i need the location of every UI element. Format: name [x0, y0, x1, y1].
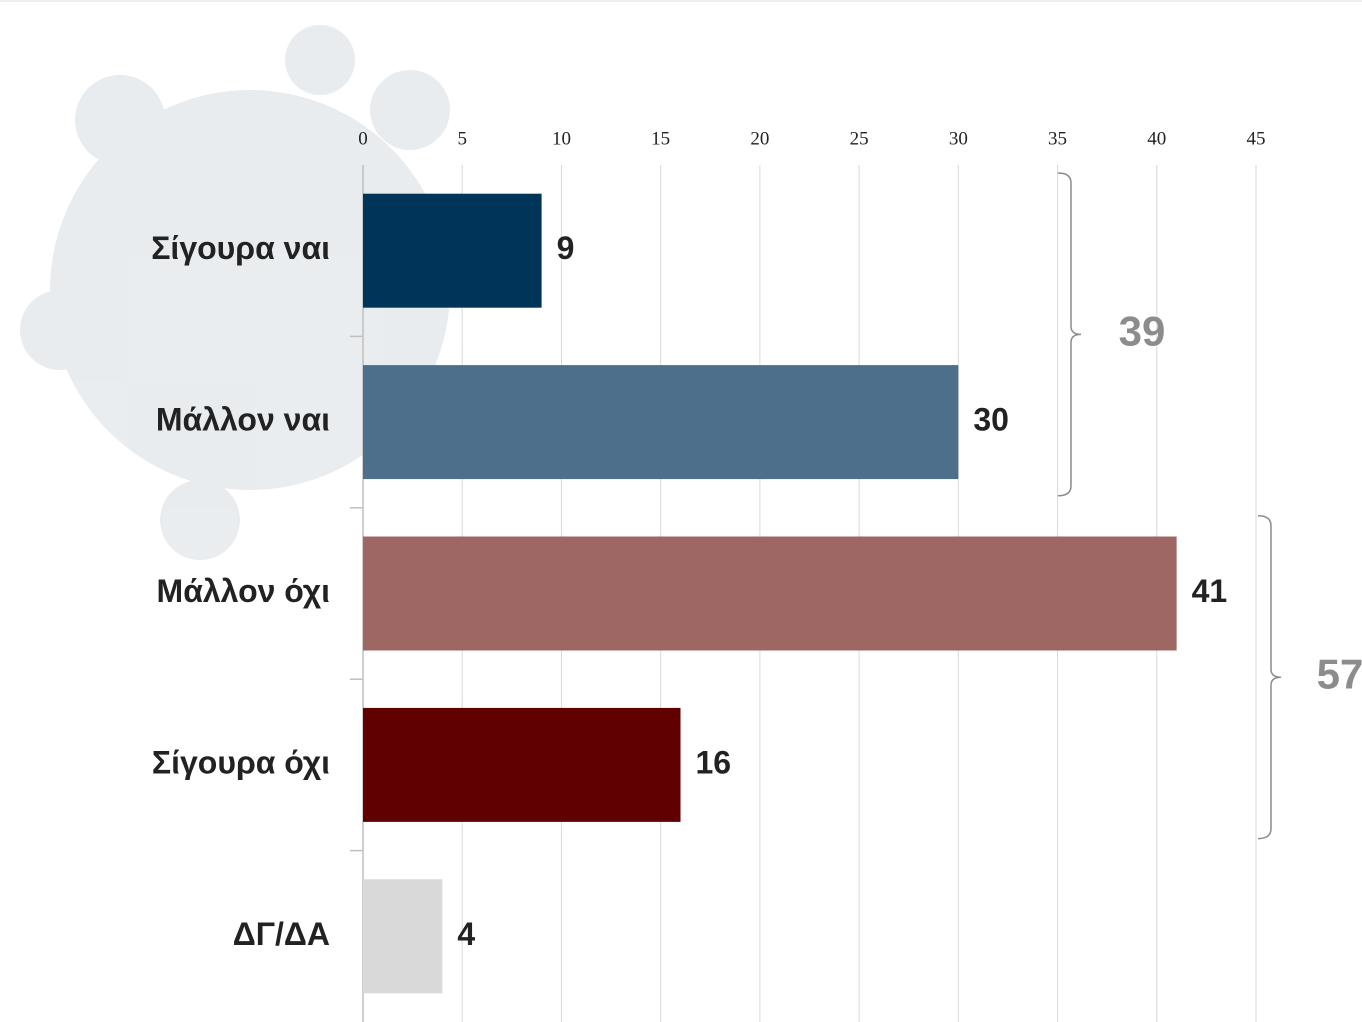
y-tick-label: Μάλλον όχι	[157, 573, 330, 609]
annotation: 57	[1317, 650, 1362, 697]
y-tick-label: ΔΓ/ΔΑ	[233, 916, 330, 952]
x-tick-label: 25	[850, 128, 869, 149]
bar	[363, 193, 542, 308]
bracket	[1257, 515, 1282, 840]
x-tick-label: 0	[358, 128, 368, 149]
y-tick-label: Σίγουρα όχι	[152, 744, 330, 780]
x-tick-label: 30	[949, 128, 968, 149]
x-tick-label: 20	[750, 128, 769, 149]
bar	[363, 879, 443, 994]
y-tick-label: Σίγουρα ναι	[151, 230, 330, 266]
data-label: 9	[557, 230, 575, 266]
x-tick-label: 45	[1247, 128, 1266, 149]
background-decoration	[20, 25, 485, 560]
bracket	[1057, 172, 1082, 497]
bar	[363, 707, 681, 822]
x-tick-label: 5	[457, 128, 467, 149]
x-tick-label: 10	[552, 128, 571, 149]
bar	[363, 536, 1177, 651]
annotation: 39	[1119, 307, 1166, 354]
data-label: 41	[1192, 573, 1228, 609]
data-label: 30	[973, 402, 1009, 438]
bar	[363, 365, 959, 480]
y-tick-label: Μάλλον ναι	[156, 402, 330, 438]
x-tick-label: 35	[1048, 128, 1067, 149]
data-label: 4	[457, 916, 475, 952]
x-tick-label: 15	[651, 128, 670, 149]
x-tick-label: 40	[1147, 128, 1166, 149]
data-label: 16	[696, 744, 732, 780]
